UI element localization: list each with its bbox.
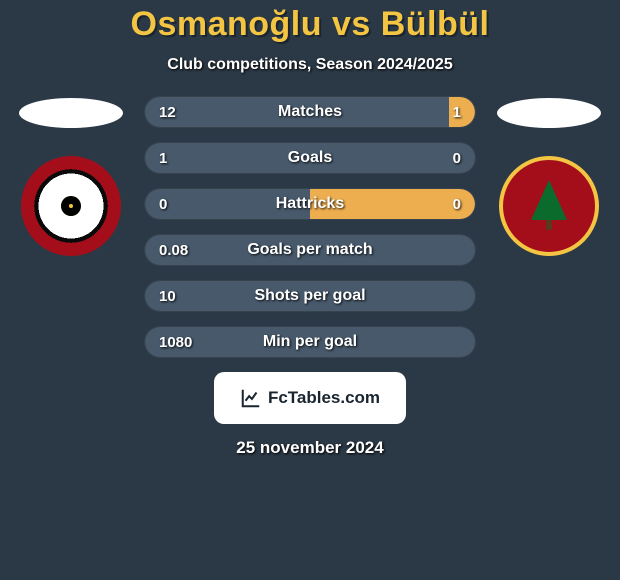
subtitle: Club competitions, Season 2024/2025 (0, 56, 620, 74)
brand-text: FcTables.com (268, 388, 380, 408)
stat-bar: Min per goal1080 (144, 326, 476, 358)
club-crest-left (21, 156, 121, 256)
player-photo-right (497, 98, 601, 128)
chart-icon (240, 387, 262, 409)
tree-icon (531, 180, 567, 220)
club-crest-right (499, 156, 599, 256)
right-player-column (494, 96, 604, 256)
stat-bar-left-fill (145, 281, 475, 311)
left-player-column (16, 96, 126, 256)
brand-badge[interactable]: FcTables.com (214, 372, 406, 424)
stat-bar: Shots per goal10 (144, 280, 476, 312)
stat-bar: Hattricks00 (144, 188, 476, 220)
player-photo-left (19, 98, 123, 128)
stat-bar: Matches121 (144, 96, 476, 128)
stat-bar: Goals per match0.08 (144, 234, 476, 266)
main-row: Matches121 Goals10 Hattricks00 Goals per ma… (0, 96, 620, 358)
stat-bar-right-fill (310, 189, 475, 219)
stat-bar-left-fill (145, 97, 449, 127)
stat-bar-left-fill (145, 327, 475, 357)
stat-bar-left-fill (145, 235, 475, 265)
stat-bar: Goals10 (144, 142, 476, 174)
page-title: Osmanoğlu vs Bülbül (0, 5, 620, 44)
stat-bar-left-fill (145, 189, 310, 219)
stat-bars: Matches121 Goals10 Hattricks00 Goals per ma… (144, 96, 476, 358)
date-line: 25 november 2024 (0, 438, 620, 458)
stat-bar-right-fill (449, 97, 475, 127)
stat-bar-left-fill (145, 143, 475, 173)
comparison-card: Osmanoğlu vs Bülbül Club competitions, S… (0, 0, 620, 580)
